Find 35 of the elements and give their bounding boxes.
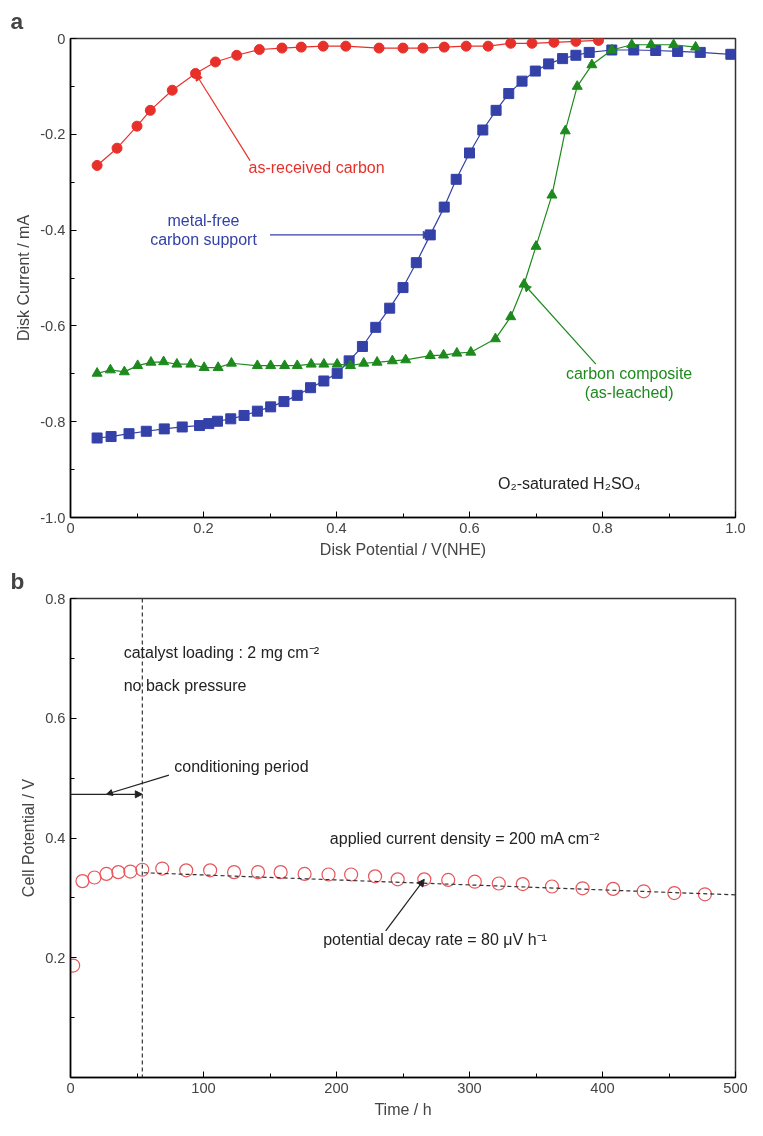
y-tick-label: -0.2 (40, 126, 66, 143)
y-tick-label: -0.6 (40, 317, 66, 334)
y-tick-label: -1.0 (40, 509, 66, 526)
x-axis-title: Disk Potential / V(NHE) (319, 540, 487, 558)
y-tick-label: -0.4 (40, 222, 66, 239)
x-tick-label: 0.6 (459, 519, 480, 536)
annotation: catalyst loading : 2 mg cm⁻² (123, 643, 320, 661)
annotation: carbon composite (as-leached) (565, 365, 693, 402)
annotation: applied current density = 200 mA cm⁻² (329, 829, 601, 847)
y-tick-label: 0.8 (45, 590, 66, 607)
x-tick-label: 0.2 (193, 519, 214, 536)
x-tick-label: 100 (191, 1079, 216, 1096)
annotation: conditioning period (174, 757, 309, 775)
y-tick-label: 0.4 (45, 830, 66, 846)
x-tick-label: 200 (324, 1079, 349, 1096)
y-tick-label: 0.2 (45, 949, 66, 966)
annotation: no back pressure (123, 676, 247, 694)
x-tick-label: 300 (457, 1079, 482, 1096)
annotation: as-received carbon (248, 159, 385, 177)
y-tick-label: 0.6 (45, 710, 66, 727)
x-tick-label: 1.0 (725, 519, 746, 536)
chart-title: b (10, 567, 25, 594)
chart-title: a (10, 7, 24, 34)
y-axis-title: Disk Current / mA (15, 214, 33, 342)
x-tick-label: 0.8 (592, 519, 613, 536)
y-axis-title: Cell Potential / V (20, 778, 38, 898)
y-tick-label: -0.8 (40, 413, 66, 430)
x-tick-label: 400 (590, 1079, 615, 1096)
annotation: potential decay rate = 80 μV h⁻¹ (323, 931, 547, 949)
annotation: O₂-saturated H₂SO₄ (497, 475, 641, 493)
annotation: metal-free carbon support (150, 212, 258, 249)
x-axis-title: Time / h (374, 1100, 432, 1118)
x-tick-label: 500 (723, 1079, 748, 1096)
y-tick-label: 0 (57, 30, 66, 47)
x-tick-label: 0.4 (326, 519, 347, 536)
